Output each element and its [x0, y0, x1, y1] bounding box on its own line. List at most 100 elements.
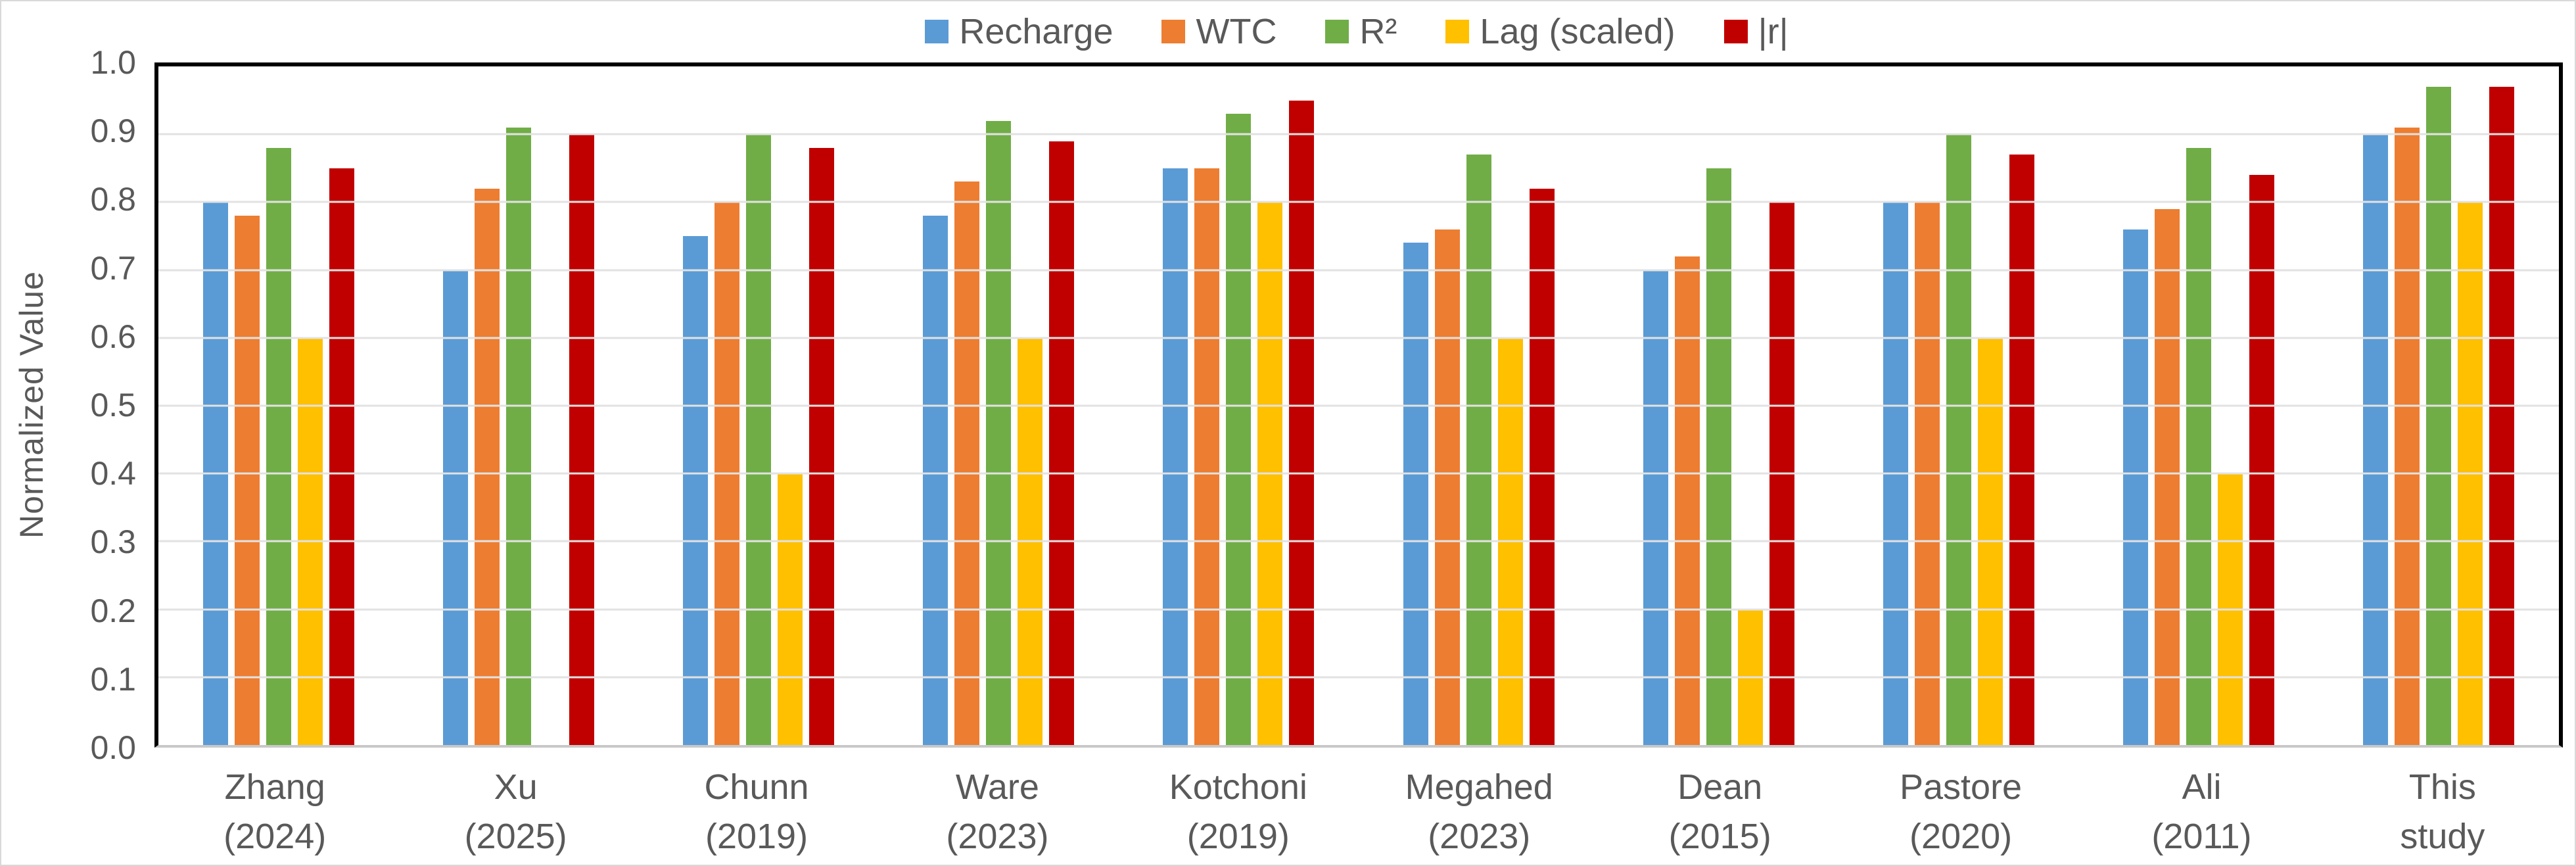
bar-r-dean-2015: [1706, 168, 1731, 745]
legend-label: R²: [1359, 12, 1397, 51]
bar-r-this-study: [2489, 86, 2515, 745]
x-label-line1: Zhang: [224, 767, 325, 807]
bar-r-this-study: [2426, 86, 2452, 745]
bar-r-kotchoni-2019: [1226, 114, 1252, 745]
bar-r-megahed-2023: [1466, 155, 1491, 745]
bar-r-ali-2011: [2186, 147, 2212, 745]
gridline: [158, 540, 2559, 542]
bar-wtc-xu-2025: [474, 188, 500, 745]
y-tick-label: 0.1: [90, 660, 136, 698]
y-tick-label: 1.0: [90, 44, 136, 81]
y-tick-label: 0.2: [90, 592, 136, 629]
bar-recharge-xu-2025: [442, 270, 468, 745]
bar-wtc-ali-2011: [2155, 208, 2180, 745]
bar-wtc-dean-2015: [1674, 256, 1700, 745]
bar-r-ali-2011: [2249, 175, 2275, 745]
x-label-line1: Chunn: [704, 767, 809, 807]
x-axis-category-label: Ware (2023): [877, 763, 1117, 861]
x-label-line2: (2023): [1428, 816, 1531, 856]
y-tick-label: 0.5: [90, 387, 136, 423]
x-axis-category-label: Megahed (2023): [1359, 763, 1599, 861]
legend-swatch-icon: [1723, 20, 1748, 43]
bar-wtc-this-study: [2395, 127, 2420, 745]
x-label-line2: (2019): [705, 816, 808, 856]
gridline: [158, 201, 2559, 203]
x-label-line1: Megahed: [1405, 767, 1553, 807]
x-label-line2: (2011): [2151, 816, 2252, 856]
bar-recharge-kotchoni-2019: [1163, 168, 1188, 745]
x-axis-category-label: Zhang (2024): [154, 763, 395, 861]
x-axis-category-label: Kotchoni (2019): [1118, 763, 1359, 861]
legend-swatch-icon: [1325, 20, 1349, 43]
bar-wtc-kotchoni-2019: [1194, 168, 1220, 745]
bars-region: [158, 66, 2559, 745]
x-label-line1: Ware: [955, 767, 1039, 807]
legend-label: Lag (scaled): [1480, 12, 1675, 51]
plot-area: [154, 62, 2563, 748]
gridline: [158, 133, 2559, 135]
bar-recharge-chunn-2019: [683, 236, 708, 745]
bar-r-kotchoni-2019: [1289, 100, 1315, 745]
legend-item-wtc: WTC: [1161, 11, 1276, 52]
x-label-line1: Kotchoni: [1169, 767, 1307, 807]
x-axis-category-label: Ali (2011): [2081, 763, 2322, 861]
gridline: [158, 269, 2559, 272]
bar-wtc-zhang-2024: [234, 216, 260, 745]
legend-swatch-icon: [1161, 20, 1186, 43]
legend-label: |r|: [1758, 12, 1789, 51]
bar-r-megahed-2023: [1529, 188, 1555, 745]
bar-r-xu-2025: [569, 134, 594, 745]
y-axis-ticks: 1.0 0.9 0.8 0.7 0.6 0.5 0.4 0.3 0.2 0.1 0.0: [1, 44, 136, 766]
x-label-line2: (2019): [1186, 816, 1290, 856]
bar-r-ware-2023: [986, 120, 1012, 745]
x-label-line1: This: [2408, 767, 2476, 807]
x-label-line2: (2023): [946, 816, 1049, 856]
y-tick-label: 0.0: [90, 729, 136, 766]
bar-wtc-ware-2023: [954, 181, 980, 745]
bar-recharge-dean-2015: [1643, 270, 1668, 745]
bar-recharge-megahed-2023: [1403, 243, 1428, 745]
x-axis-category-label: Dean (2015): [1599, 763, 1840, 861]
legend-item-recharge: Recharge: [925, 11, 1113, 52]
y-tick-label: 0.7: [90, 249, 136, 287]
y-tick-label: 0.6: [90, 318, 136, 355]
legend-label: Recharge: [959, 12, 1113, 51]
legend-swatch-icon: [1445, 20, 1470, 43]
bar-recharge-this-study: [2363, 134, 2389, 745]
bar-r-ware-2023: [1049, 141, 1075, 745]
legend-label: WTC: [1196, 12, 1277, 51]
legend-item-r: |r|: [1723, 11, 1789, 52]
bar-r-chunn-2019: [809, 147, 834, 745]
gridline: [158, 608, 2559, 611]
bar-recharge-ali-2011: [2123, 229, 2149, 745]
x-label-line1: Xu: [494, 767, 538, 807]
bar-r-pastore-2020: [1946, 134, 1972, 745]
bar-r-zhang-2024: [266, 147, 291, 745]
x-label-line2: (2015): [1668, 816, 1771, 856]
gridline: [158, 676, 2559, 679]
y-tick-label: 0.9: [90, 112, 136, 150]
legend-swatch-icon: [925, 20, 949, 43]
x-label-line1: Ali: [2182, 767, 2222, 807]
y-tick-label: 0.4: [90, 455, 136, 493]
x-label-line2: (2020): [1909, 816, 2013, 856]
y-tick-label: 0.8: [90, 181, 136, 218]
bar-group-xu-2025: [398, 66, 638, 745]
chart-legend: Recharge WTC R² Lag (scaled) |r|: [154, 4, 2559, 59]
x-axis-category-label: Xu (2025): [395, 763, 636, 861]
legend-item-r: R²: [1325, 11, 1397, 52]
x-label-line1: Dean: [1677, 767, 1763, 807]
legend-item-lag-scaled: Lag (scaled): [1445, 11, 1675, 52]
x-axis-category-label: Chunn (2019): [636, 763, 877, 861]
x-label-line2: (2024): [223, 816, 327, 856]
gridline: [158, 472, 2559, 475]
bar-r-xu-2025: [505, 127, 531, 745]
bar-r-chunn-2019: [746, 134, 771, 745]
bar-group-ware-2023: [879, 66, 1119, 745]
x-label-line2: study: [2400, 816, 2485, 856]
bar-wtc-megahed-2023: [1434, 229, 1460, 745]
x-axis-category-label: Pastore (2020): [1840, 763, 2081, 861]
gridline: [158, 337, 2559, 339]
x-axis-category-label: This study: [2322, 763, 2563, 861]
bar-recharge-ware-2023: [923, 216, 948, 745]
